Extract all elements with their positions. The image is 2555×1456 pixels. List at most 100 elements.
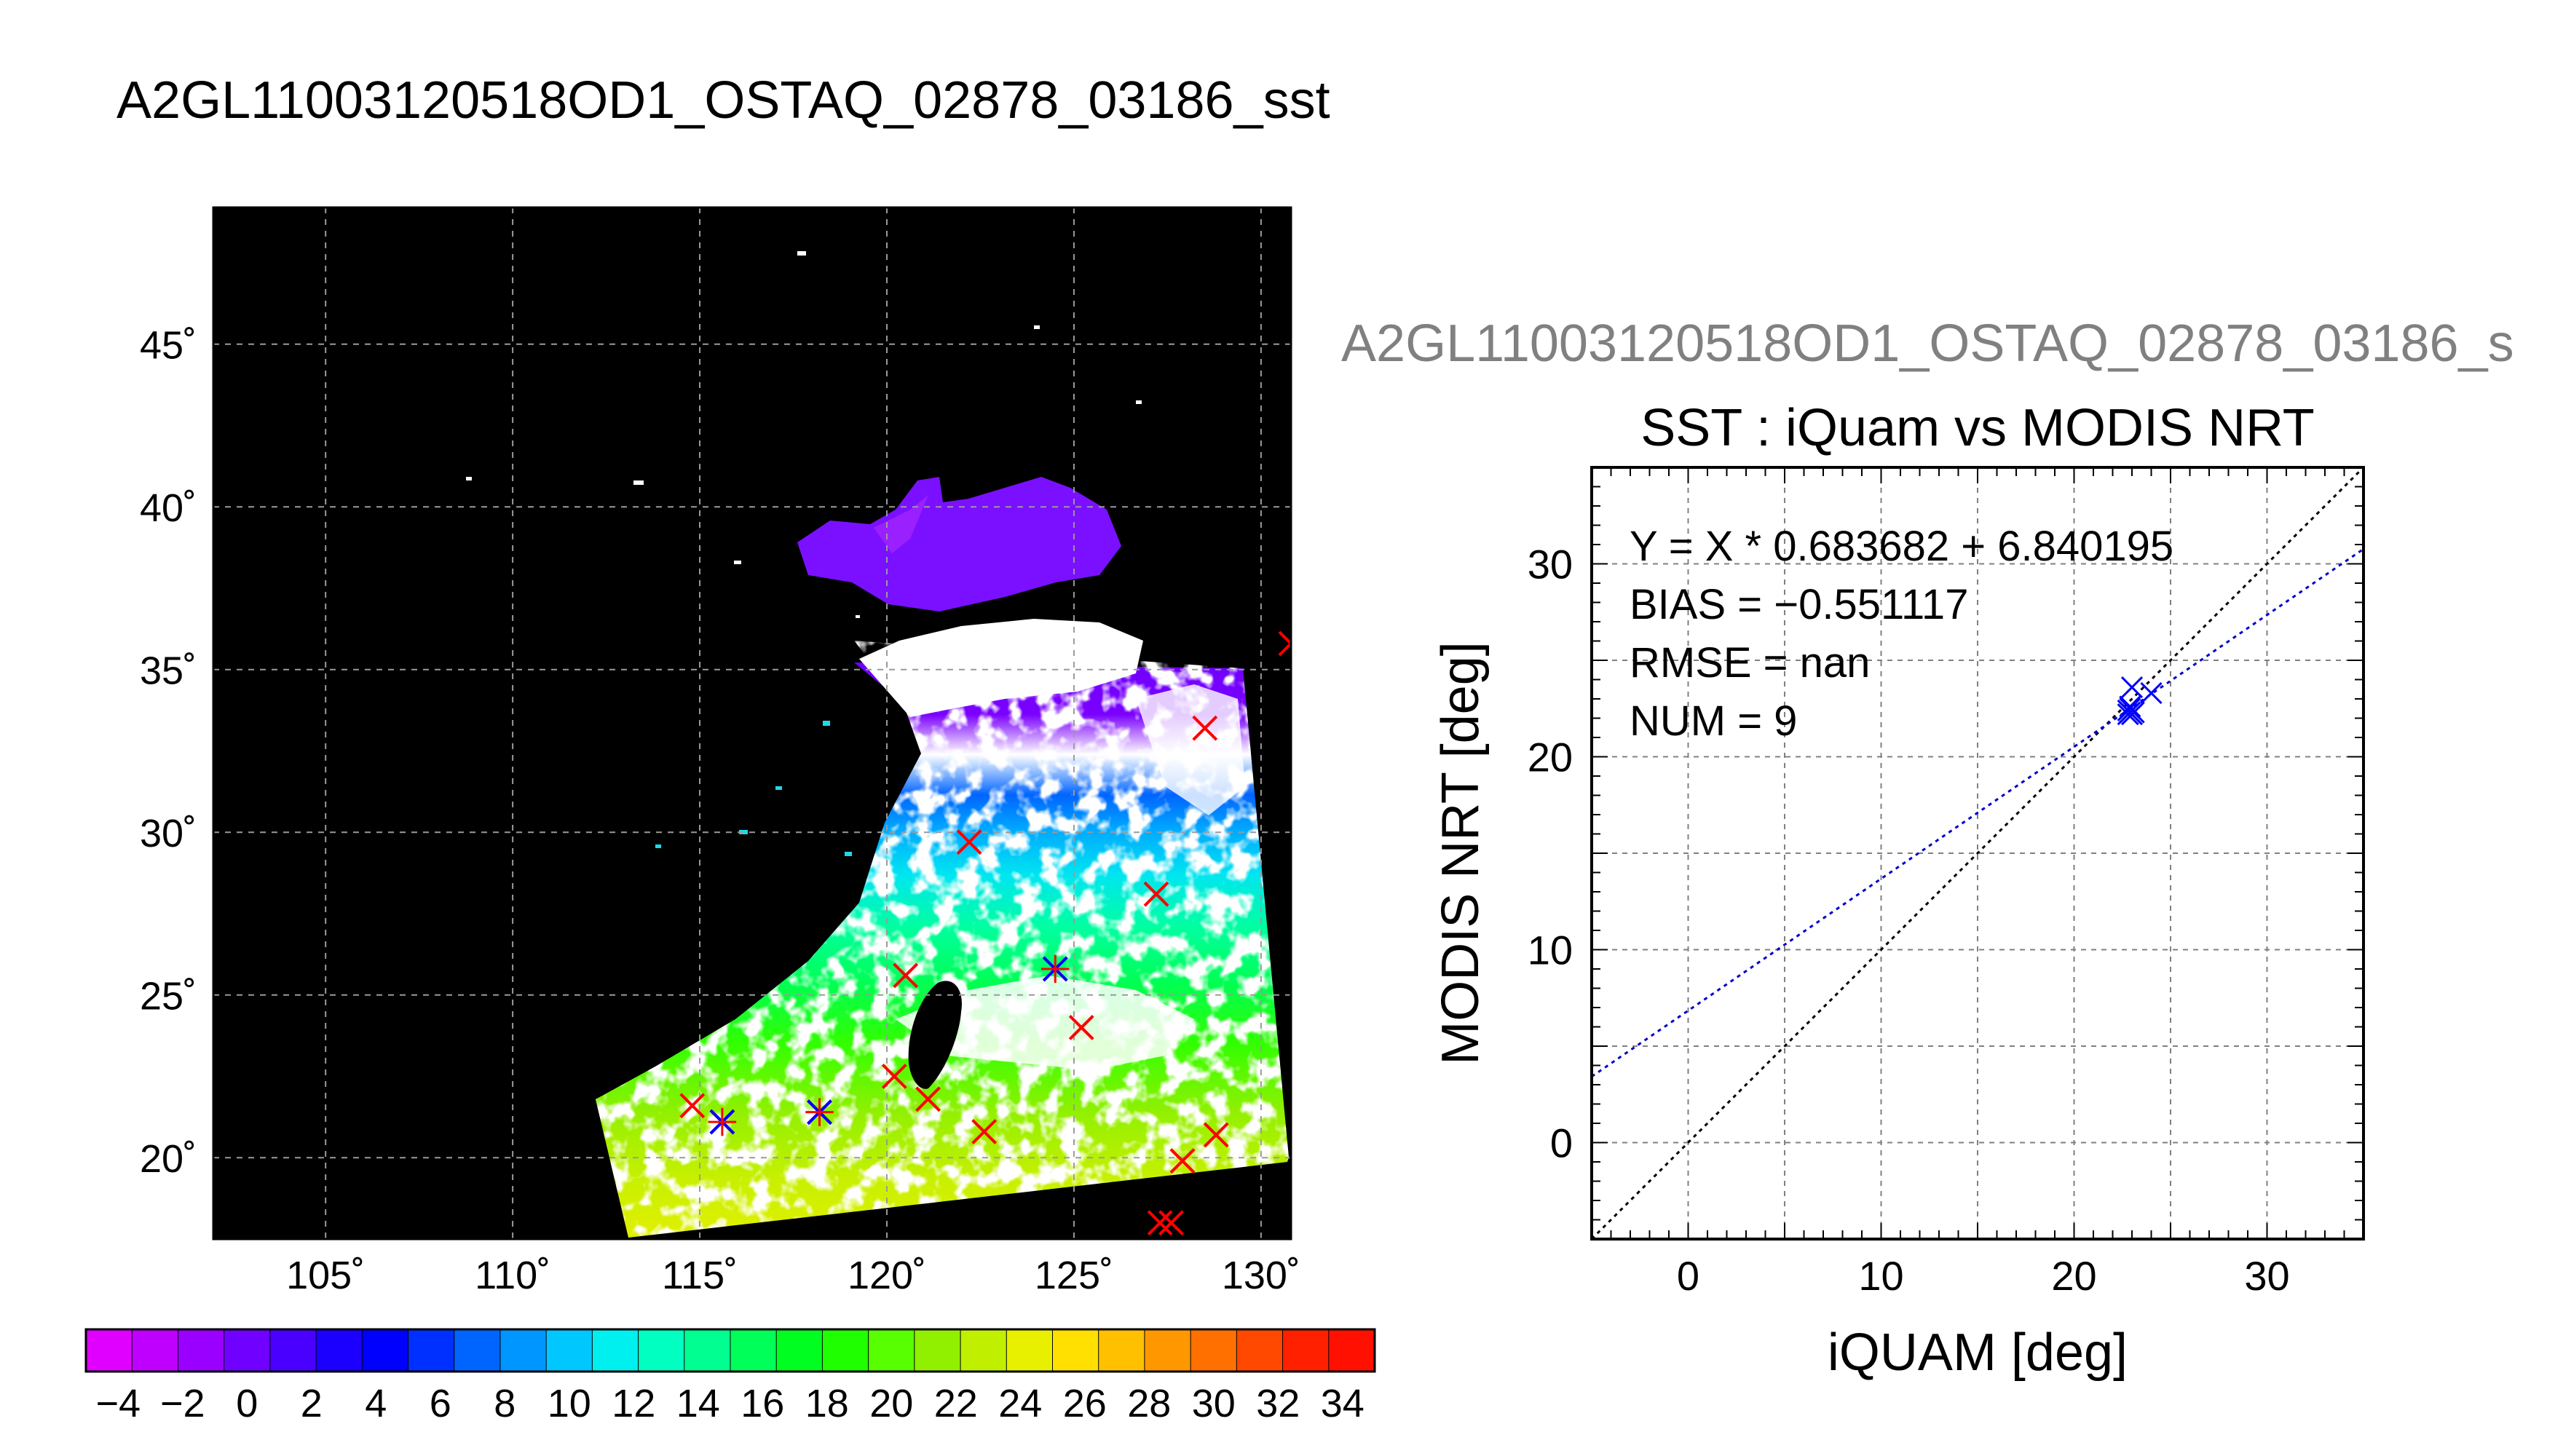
scatter-points (2117, 676, 2163, 726)
colorbar-cell (868, 1329, 915, 1372)
colorbar-cell (1236, 1329, 1284, 1372)
colorbar-tick-label: 0 (236, 1382, 258, 1425)
colorbar-cell (408, 1329, 455, 1372)
colorbar-tick-label: −4 (95, 1382, 141, 1425)
cloud-band-south (896, 976, 1194, 1070)
sst-bohai-region (797, 477, 1121, 612)
map-markers (679, 630, 1291, 1236)
scatter-point (2122, 701, 2145, 724)
scatter-point (2119, 695, 2141, 718)
x-tick-label: 0 (1677, 1253, 1699, 1299)
identity-line (1592, 467, 2364, 1239)
colorbar-tick-label: 18 (805, 1382, 849, 1425)
y-tick-label: 30 (1528, 542, 1573, 587)
matchup-marker (805, 1098, 834, 1126)
colorbar-cell (1328, 1329, 1376, 1372)
main-title: A2GL11003120518OD1_OSTAQ_02878_03186_sst (117, 71, 1330, 130)
colorbar-cell (684, 1329, 731, 1372)
colorbar-tick-label: 26 (1063, 1382, 1107, 1425)
lat-tick-label: 40˚ (140, 486, 197, 530)
colorbar-cell (85, 1329, 133, 1372)
colorbar-frame (84, 1328, 1376, 1373)
colorbar-cell (361, 1329, 409, 1372)
lat-tick-label: 45˚ (140, 324, 197, 368)
scatter-point (2120, 676, 2144, 699)
colorbar-cell (914, 1329, 962, 1372)
matchup-marker (1041, 954, 1070, 984)
y-tick-label: 0 (1550, 1120, 1573, 1166)
colorbar-cell (269, 1329, 317, 1372)
lat-tick-label: 30˚ (140, 812, 197, 855)
lon-tick-label: 130˚ (1222, 1254, 1300, 1297)
cloud-band-north (859, 619, 1143, 717)
stat-bias: BIAS = −0.551117 (1630, 581, 1968, 628)
matchup-marker (1203, 1122, 1229, 1148)
map-grid (213, 207, 1291, 1239)
lon-tick-label: 120˚ (848, 1254, 926, 1297)
scatter-frame (1590, 466, 2365, 1241)
colorbar-cell (775, 1329, 824, 1372)
matchup-marker (1068, 1015, 1094, 1040)
matchup-marker (679, 1093, 706, 1119)
colorbar-tick-label: 4 (365, 1382, 387, 1425)
lat-tick-label: 35˚ (140, 649, 197, 693)
colorbar-tick-label: 16 (741, 1382, 784, 1425)
colorbar-tick-label: 14 (676, 1382, 720, 1425)
x-tick-label: 30 (2244, 1253, 2289, 1299)
scatter-title: SST : iQuam vs MODIS NRT (1640, 399, 2315, 457)
colorbar-cell (315, 1329, 363, 1372)
matchup-marker (881, 1064, 907, 1089)
colorbar-cell (1190, 1329, 1238, 1372)
colorbar-tick-label: 12 (612, 1382, 655, 1425)
colorbar-cell (591, 1329, 639, 1372)
lon-tick-label: 105˚ (286, 1254, 365, 1297)
colorbar-cell (1052, 1329, 1099, 1372)
colorbar-cell (499, 1329, 548, 1372)
scatter-grid (1592, 467, 2364, 1239)
colorbar-cell (1006, 1329, 1054, 1372)
matchup-marker (915, 1086, 941, 1112)
matchup-marker (1158, 1210, 1184, 1236)
scatter-tick-labels: 0 10 20 30 0 10 20 30 (1528, 542, 2290, 1299)
colorbar-tick-label: 22 (934, 1382, 978, 1425)
scatter-point (2140, 681, 2163, 705)
y-tick-label: 10 (1528, 927, 1573, 973)
colorbar: −4 −2 0 2 4 6 8 10 12 14 16 18 20 22 24 26 28 30 32 34 (84, 1328, 1376, 1425)
colorbar-cell (960, 1329, 1008, 1372)
y-tick-label: 20 (1528, 735, 1573, 780)
map-frame (212, 206, 1292, 1241)
taiwan-island (908, 981, 962, 1089)
lon-tick-label: 125˚ (1035, 1254, 1113, 1297)
colorbar-tick-label: 8 (494, 1382, 516, 1425)
stat-num: NUM = 9 (1630, 697, 1797, 745)
land-specks (466, 251, 1142, 618)
colorbar-cell (177, 1329, 225, 1372)
scatter-plot: 0 10 20 30 0 10 20 30 Y = X * 0.683682 + 6.8401… (1431, 466, 2365, 1382)
colorbar-tick-label: 34 (1321, 1382, 1365, 1425)
y-axis-label: MODIS NRT [deg] (1431, 641, 1490, 1065)
colorbar-tick-label: 30 (1192, 1382, 1236, 1425)
matchup-marker (708, 1107, 737, 1136)
cloud-cover (596, 641, 1289, 1238)
stat-rmse: RMSE = nan (1630, 639, 1870, 687)
matchup-marker (1278, 630, 1291, 657)
colorbar-tick-label: 6 (430, 1382, 451, 1425)
matchup-marker (971, 1119, 998, 1144)
colorbar-cell (454, 1329, 501, 1372)
matchup-marker (1143, 881, 1169, 907)
regression-line (1592, 547, 2364, 1078)
colorbar-cell (638, 1329, 685, 1372)
cloud-band-se (1136, 684, 1245, 815)
matchup-marker (956, 829, 982, 855)
matchup-marker (1192, 715, 1218, 741)
x-tick-label: 20 (2051, 1253, 2096, 1299)
colorbar-labels: −4 −2 0 2 4 6 8 10 12 14 16 18 20 22 24 26 28 30 32 34 (95, 1382, 1364, 1425)
matchup-marker (1147, 1210, 1173, 1236)
colorbar-cell (1144, 1329, 1192, 1372)
scatter-clipped-title: A2GL11003120518OD1_OSTAQ_02878_03186_s (1341, 314, 2514, 373)
colorbar-cell (1098, 1329, 1145, 1372)
stat-regression: Y = X * 0.683682 + 6.840195 (1630, 523, 2173, 570)
colorbar-tick-label: 24 (998, 1382, 1042, 1425)
sst-map: 105˚ 110˚ 115˚ 120˚ 125˚ 130˚ 45˚ 40˚ 35˚ 30˚ 25˚ 2… (140, 206, 1300, 1297)
